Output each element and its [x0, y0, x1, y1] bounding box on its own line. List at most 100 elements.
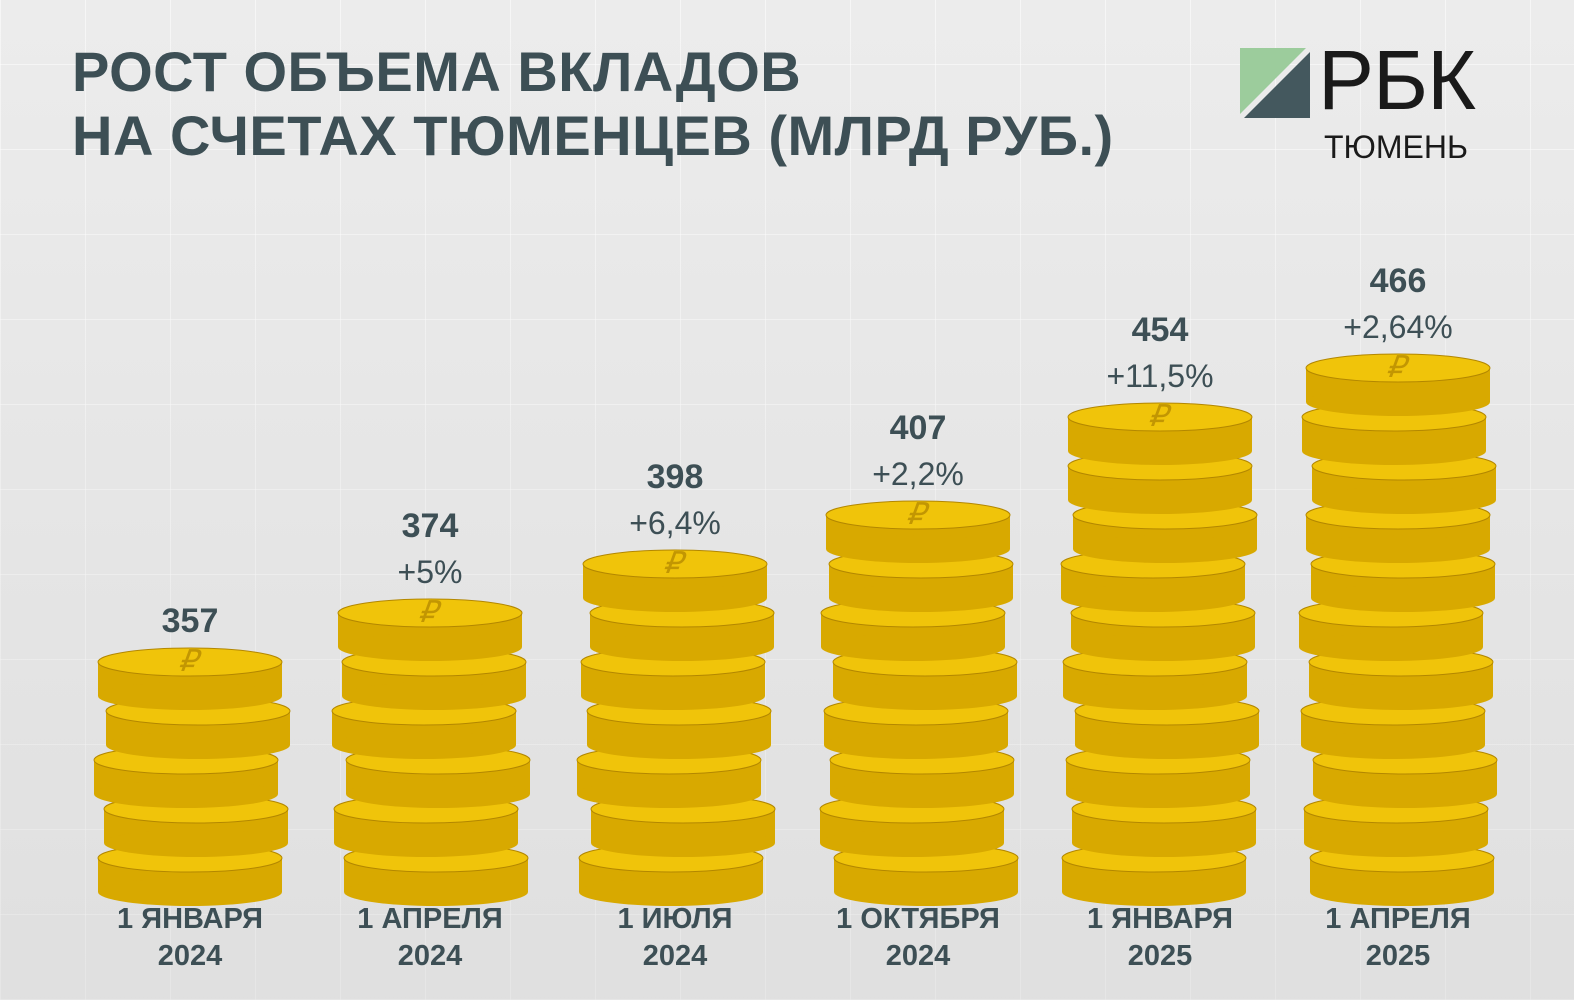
coin-bottom	[821, 633, 1005, 661]
coin-bottom	[581, 682, 765, 710]
coin-bottom	[587, 731, 771, 759]
coin-bottom	[1062, 878, 1246, 906]
change-label: +5%	[398, 554, 463, 590]
coin	[1305, 500, 1491, 563]
coin-stack: ₽398 +6,4% 1 ИЮЛЯ 2024	[576, 458, 776, 972]
x-tick-label-date: 1 ЯНВАРЯ	[117, 903, 263, 935]
coin: ₽	[97, 644, 283, 710]
coin-bottom	[1301, 731, 1485, 759]
coin-bottom	[334, 829, 518, 857]
value-label: 407	[890, 409, 947, 447]
coin-bottom	[1311, 584, 1495, 612]
change-label: +6,4%	[629, 505, 721, 541]
x-tick-label-year: 2024	[643, 940, 708, 972]
chart-title: РОСТ ОБЪЕМА ВКЛАДОВ НА СЧЕТАХ ТЮМЕНЦЕВ (…	[72, 40, 1114, 168]
coin-bottom	[1061, 584, 1245, 612]
coin-bottom	[1071, 633, 1255, 661]
coin-bottom	[1063, 682, 1247, 710]
coin-stack: ₽357 1 ЯНВАРЯ 2024	[93, 602, 291, 972]
coin-stack: ₽374 +5% 1 АПРЕЛЯ 2024	[331, 507, 531, 972]
value-label: 374	[402, 507, 459, 545]
coin-bottom	[1073, 535, 1257, 563]
x-tick-label-date: 1 АПРЕЛЯ	[1325, 903, 1470, 935]
change-label: +2,64%	[1343, 309, 1452, 345]
x-tick-label-date: 1 АПРЕЛЯ	[357, 903, 502, 935]
coin-bottom	[1306, 535, 1490, 563]
coin	[590, 794, 776, 857]
coin-bottom	[833, 682, 1017, 710]
x-tick-label-date: 1 ОКТЯБРЯ	[836, 903, 1000, 935]
coin-bottom	[106, 731, 290, 759]
coin-bottom	[1075, 731, 1259, 759]
coin-face	[97, 647, 283, 677]
logo-subtitle: ТЮМЕНЬ	[1324, 129, 1468, 165]
coin-bottom	[590, 633, 774, 661]
coin	[1071, 794, 1257, 857]
coin-face	[337, 598, 523, 628]
coin-bottom	[346, 780, 530, 808]
chart-title-line-2: НА СЧЕТАХ ТЮМЕНЦЕВ (МЛРД РУБ.)	[72, 104, 1114, 167]
coin-bottom	[98, 878, 282, 906]
coin-bottom	[830, 780, 1014, 808]
coin-stack: ₽407 +2,2% 1 ОКТЯБРЯ 2024	[819, 409, 1019, 972]
coin-bottom	[579, 878, 763, 906]
coin: ₽	[1305, 350, 1491, 416]
coin: ₽	[825, 497, 1011, 563]
coin-bottom	[1068, 437, 1252, 465]
coin-face	[1067, 402, 1253, 432]
coin-bottom	[342, 682, 526, 710]
x-tick-label-year: 2025	[1366, 940, 1431, 972]
x-tick-label-year: 2024	[398, 940, 463, 972]
value-label: 357	[162, 602, 219, 640]
value-label: 454	[1132, 311, 1189, 349]
coin-bottom	[1304, 829, 1488, 857]
coin	[1061, 843, 1247, 906]
coin-bottom	[1313, 780, 1497, 808]
coin	[578, 843, 764, 906]
value-label: 466	[1370, 262, 1427, 300]
coin-bottom	[826, 535, 1010, 563]
coin-bottom	[98, 682, 282, 710]
coin-bottom	[1306, 388, 1490, 416]
coin-bottom	[824, 731, 1008, 759]
logo-text: РБК	[1318, 33, 1476, 127]
coin	[105, 696, 291, 759]
logo-mark-dark-triangle	[1244, 52, 1310, 118]
coin	[1298, 598, 1484, 661]
logo-mark-light-triangle	[1240, 48, 1306, 114]
coin-bottom	[591, 829, 775, 857]
coin-bottom	[1310, 878, 1494, 906]
coin-face	[1305, 353, 1491, 383]
coin-stack: ₽454 +11,5% 1 ЯНВАРЯ 2025	[1060, 311, 1260, 972]
coin-bottom	[820, 829, 1004, 857]
coin-bottom	[338, 633, 522, 661]
coin-face	[582, 549, 768, 579]
change-label: +11,5%	[1106, 358, 1213, 394]
x-tick-label-date: 1 ИЮЛЯ	[617, 903, 732, 935]
coin: ₽	[337, 595, 523, 661]
coin-bottom	[834, 878, 1018, 906]
x-tick-label-year: 2025	[1128, 940, 1193, 972]
chart-title-line-1: РОСТ ОБЪЕМА ВКЛАДОВ	[72, 40, 802, 103]
coin-bottom	[1312, 486, 1496, 514]
coin-bottom	[583, 584, 767, 612]
rbc-logo: РБК ТЮМЕНЬ	[1240, 38, 1500, 168]
coin: ₽	[582, 546, 768, 612]
change-label: +2,2%	[872, 456, 964, 492]
coin-bottom	[1066, 780, 1250, 808]
coin-bottom	[1299, 633, 1483, 661]
coin-bottom	[332, 731, 516, 759]
coin	[1312, 745, 1498, 808]
coin-bottom	[344, 878, 528, 906]
coin: ₽	[1067, 399, 1253, 465]
coin-bottom	[1068, 486, 1252, 514]
coin-bottom	[94, 780, 278, 808]
x-tick-label-year: 2024	[886, 940, 951, 972]
coin-stack: ₽466 +2,64% 1 АПРЕЛЯ 2025	[1298, 262, 1498, 972]
coin-bottom	[577, 780, 761, 808]
coin-bottom	[1302, 437, 1486, 465]
coin-bottom	[1309, 682, 1493, 710]
rbc-logo-mark	[1240, 48, 1310, 118]
coin-face	[825, 500, 1011, 530]
